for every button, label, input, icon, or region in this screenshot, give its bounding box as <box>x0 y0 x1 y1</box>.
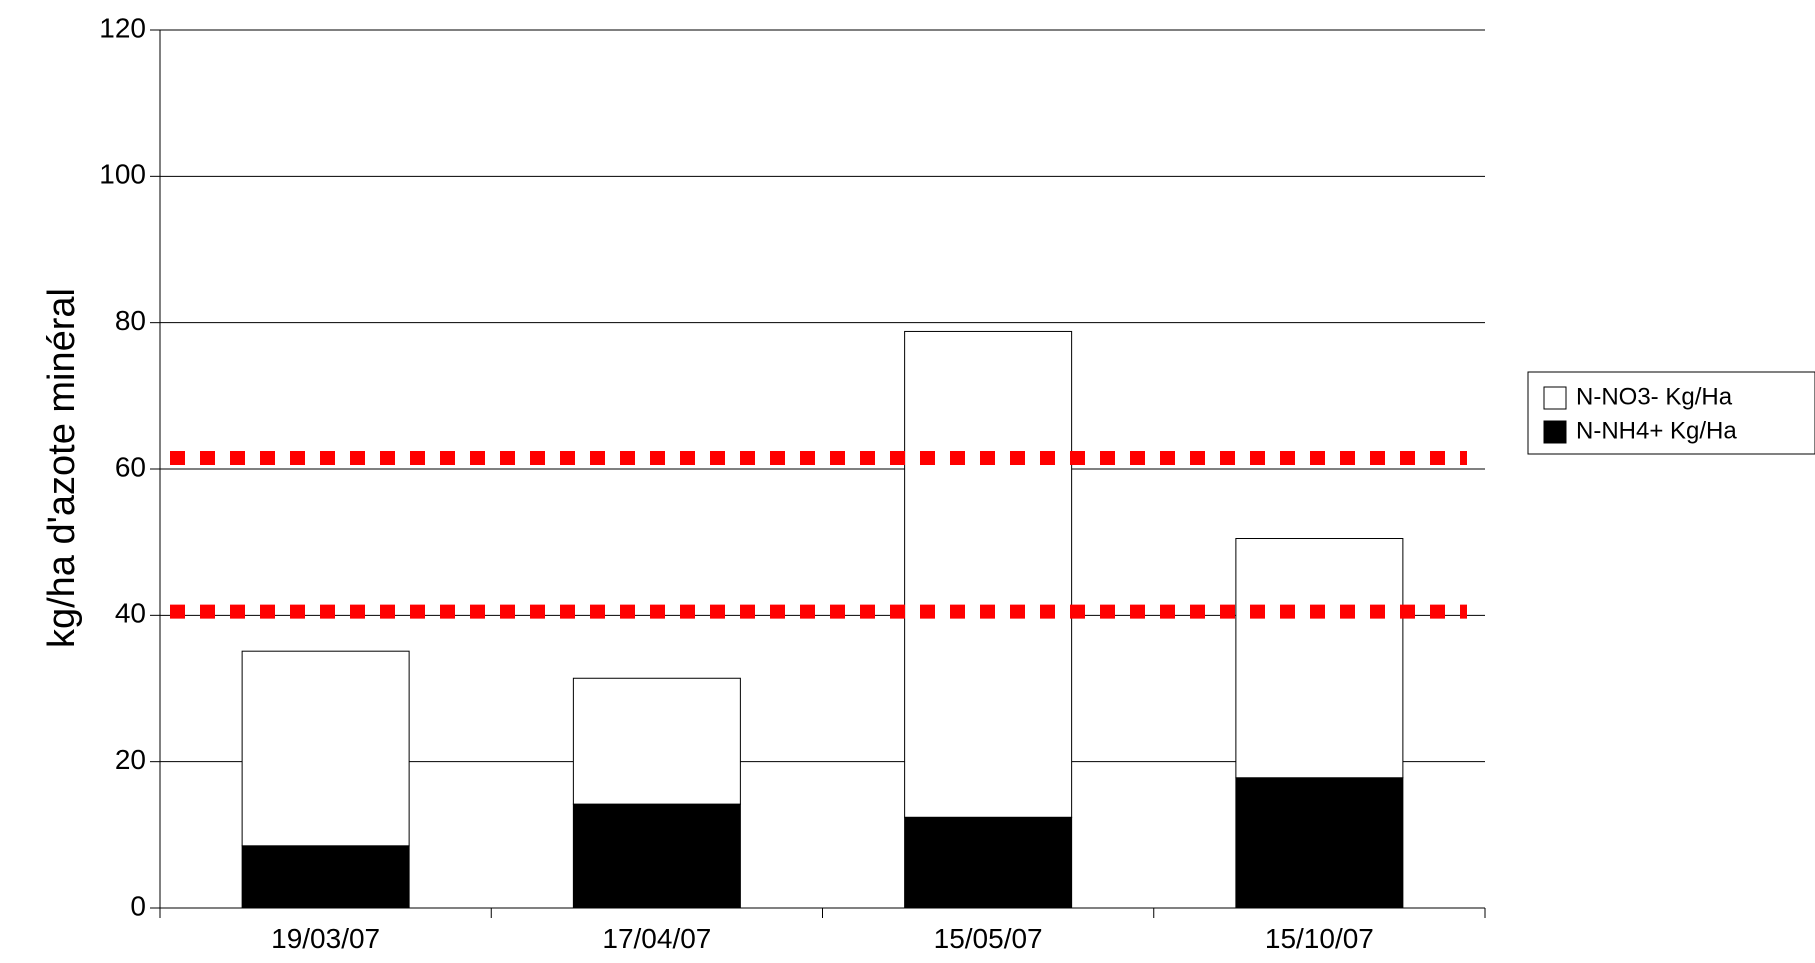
legend-label-n-no3-kg-ha: N-NO3- Kg/Ha <box>1576 383 1733 410</box>
x-tick-labels: 19/03/07 17/04/07 15/05/07 15/10/07 <box>159 908 1486 954</box>
legend: N-NO3- Kg/Ha N-NH4+ Kg/Ha <box>1527 371 1815 455</box>
x-tick-label: 17/04/07 <box>602 923 711 954</box>
bars <box>241 330 1404 909</box>
y-tick-labels: 0 20 40 60 80 100 120 <box>99 12 146 921</box>
x-tick-label: 15/10/07 <box>1265 923 1374 954</box>
y-axis-label: kg/ha d'azote minéral <box>41 288 83 648</box>
reference-lines <box>170 451 1467 619</box>
legend-label-n-nh4-kg-ha: N-NH4+ Kg/Ha <box>1576 417 1737 444</box>
legend-swatch-n-nh4-kg-ha <box>1543 420 1567 444</box>
bar-n-nh4-kg-ha-17-04-07 <box>572 803 741 909</box>
x-tick-label: 15/05/07 <box>934 923 1043 954</box>
legend-swatch-n-no3-kg-ha <box>1543 386 1567 410</box>
y-tick-label: 60 <box>115 451 146 482</box>
y-tick-label: 40 <box>115 598 146 629</box>
x-tick-label: 19/03/07 <box>271 923 380 954</box>
bar-n-nh4-kg-ha-19-03-07 <box>241 845 410 909</box>
bar-n-no3-kg-ha-17-04-07 <box>572 677 741 805</box>
y-tick-label: 20 <box>115 744 146 775</box>
y-tick-label: 120 <box>99 12 146 43</box>
bar-n-nh4-kg-ha-15-05-07 <box>904 816 1073 909</box>
bar-n-no3-kg-ha-15-10-07 <box>1235 538 1404 779</box>
legend-box <box>1527 371 1815 455</box>
bar-n-no3-kg-ha-19-03-07 <box>241 650 410 847</box>
bar-n-no3-kg-ha-15-05-07 <box>904 330 1073 818</box>
y-tick-label: 100 <box>99 159 146 190</box>
bar-n-nh4-kg-ha-15-10-07 <box>1235 777 1404 909</box>
y-tick-label: 80 <box>115 305 146 336</box>
y-tick-label: 0 <box>130 890 146 921</box>
